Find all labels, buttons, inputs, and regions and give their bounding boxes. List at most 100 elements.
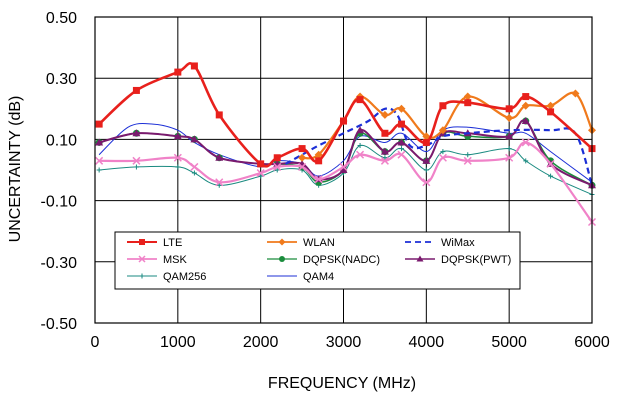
data-point: [138, 255, 146, 263]
legend-item: QAM256: [127, 271, 206, 283]
data-point: [521, 138, 530, 147]
data-point: [173, 132, 182, 140]
data-point: [416, 255, 424, 262]
y-tick-label: 0.50: [46, 10, 77, 27]
data-point: [339, 166, 348, 173]
data-point: [215, 178, 224, 187]
data-point: [356, 96, 364, 104]
data-point: [132, 156, 141, 165]
data-point: [174, 68, 182, 76]
legend-label: WiMax: [441, 237, 475, 249]
legend-item: WiMax: [405, 237, 475, 249]
data-point: [258, 173, 264, 179]
data-point: [422, 156, 431, 164]
legend-label: DQPSK(NADC): [303, 254, 380, 266]
legend-label: QAM4: [303, 271, 334, 283]
data-point: [397, 150, 406, 159]
data-point: [381, 129, 389, 137]
y-tick-label: -0.10: [41, 194, 78, 211]
data-point: [546, 101, 555, 110]
legend-box: [114, 231, 521, 290]
series-dqpsk-nadc-: [95, 117, 596, 189]
series-line: [284, 107, 594, 186]
legend-item: DQPSK(PWT): [405, 254, 511, 266]
data-point: [422, 138, 430, 146]
data-point: [423, 167, 429, 173]
data-point: [357, 143, 363, 149]
data-point: [571, 89, 580, 98]
data-point: [190, 62, 198, 70]
data-point: [256, 169, 265, 178]
plot-frame: [94, 16, 593, 324]
legend-item: WLAN: [267, 237, 335, 249]
data-point: [522, 93, 530, 101]
tick-labels: 0 1000 2000 3000 4000 5000 6000 -0.50 -0.30 -0.10…: [41, 10, 610, 351]
legend-item: MSK: [127, 254, 188, 266]
series-qam256: [96, 143, 595, 197]
data-point: [521, 101, 530, 110]
data-point: [139, 239, 145, 245]
data-point: [279, 256, 285, 262]
data-point: [190, 135, 199, 143]
data-point: [547, 108, 555, 116]
data-point: [505, 113, 514, 122]
data-point: [382, 155, 388, 161]
data-point: [465, 152, 471, 158]
data-point: [422, 178, 431, 187]
data-point: [356, 150, 365, 159]
y-tick-label: -0.50: [41, 316, 78, 333]
data-point: [380, 156, 389, 165]
data-point: [523, 158, 529, 164]
legend-item: QAM4: [267, 271, 334, 283]
x-tick-label: 3000: [326, 334, 362, 351]
data-point: [340, 117, 347, 125]
legend: LTE WLAN WiMax MSK DQPSK(NADC) DQPSK(PWT) QAM2…: [114, 231, 521, 290]
data-point: [273, 154, 281, 162]
series-layer: [95, 62, 597, 227]
data-point: [175, 164, 181, 170]
data-point: [506, 146, 512, 152]
series-msk: [95, 138, 597, 227]
series-wimax: [284, 107, 594, 186]
data-point: [315, 157, 323, 165]
data-point: [95, 156, 104, 165]
data-point: [548, 173, 554, 179]
data-point: [298, 145, 306, 153]
data-point: [380, 110, 389, 119]
legend-item: LTE: [127, 237, 182, 249]
legend-item: DQPSK(NADC): [267, 254, 380, 266]
legend-label: WLAN: [303, 237, 335, 249]
data-point: [216, 182, 222, 188]
data-point: [215, 111, 223, 119]
data-point: [339, 162, 348, 171]
data-point: [190, 162, 199, 171]
data-point: [440, 149, 446, 155]
data-point: [314, 175, 323, 184]
data-point: [215, 153, 224, 161]
x-axis-title: FREQUENCY (MHz): [268, 375, 416, 392]
x-tick-label: 1000: [160, 334, 196, 351]
x-tick-label: 6000: [574, 334, 610, 351]
data-point: [132, 129, 141, 137]
data-point: [505, 105, 513, 113]
x-tick-label: 2000: [243, 334, 279, 351]
y-tick-label: 0.30: [46, 71, 77, 88]
legend-label: LTE: [163, 237, 182, 249]
data-point: [95, 120, 103, 128]
data-point: [438, 153, 447, 162]
data-point: [439, 102, 447, 110]
data-point: [278, 238, 286, 246]
y-tick-label: -0.30: [41, 255, 78, 272]
data-point: [438, 126, 447, 135]
data-point: [546, 159, 555, 168]
legend-label: DQPSK(PWT): [441, 254, 511, 266]
axes: [94, 16, 593, 324]
data-point: [505, 153, 514, 162]
data-point: [398, 146, 404, 152]
data-point: [464, 99, 472, 107]
x-tick-label: 4000: [409, 334, 445, 351]
x-tick-label: 5000: [491, 334, 527, 351]
data-point: [521, 117, 530, 125]
data-point: [463, 156, 472, 165]
